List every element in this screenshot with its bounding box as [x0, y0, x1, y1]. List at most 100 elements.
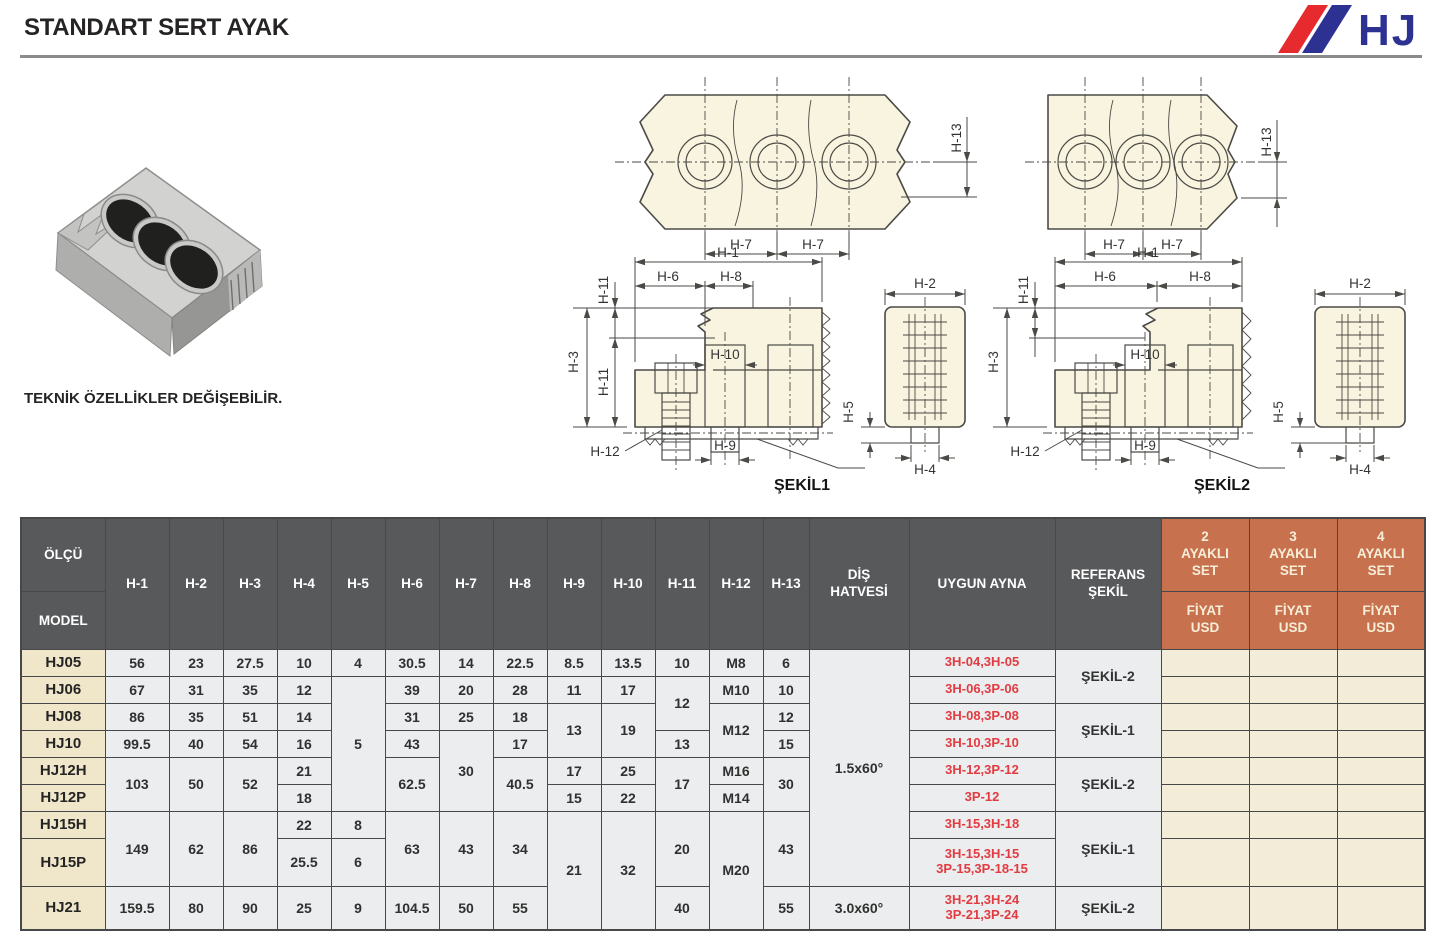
chuck-cell: 3H-12,3P-12: [908, 756, 1056, 785]
price-cell: [1160, 756, 1250, 785]
price-cell: [1248, 837, 1338, 887]
table-cell: 8.5: [546, 648, 602, 677]
table-cell: 30: [762, 756, 810, 812]
table-cell: 40: [654, 885, 710, 931]
table-cell: 23: [168, 648, 224, 677]
price-cell: [1248, 675, 1338, 704]
table-cell: 12: [276, 675, 332, 704]
price-cell: [1336, 885, 1426, 931]
table-cell: 15: [546, 783, 602, 812]
price-cell: [1248, 885, 1338, 931]
dim-label-h7: H-7: [1161, 237, 1183, 252]
price-cell: [1160, 675, 1250, 704]
table-cell: 8: [330, 810, 386, 839]
dim-label-h2: H-2: [914, 276, 936, 291]
table-cell: 27.5: [222, 648, 278, 677]
header-price3: FİYAT USD: [1248, 590, 1338, 650]
table-cell: 25: [438, 702, 494, 731]
header-set2: 2 AYAKLI SET: [1160, 517, 1250, 592]
header-divider: [20, 55, 1422, 58]
table-cell: 30.5: [384, 648, 440, 677]
table-cell: 50: [168, 756, 224, 812]
dim-label-h11: H-11: [596, 368, 611, 396]
dim-label-h7: H-7: [1103, 237, 1125, 252]
table-cell: 35: [222, 675, 278, 704]
table-cell: 51: [222, 702, 278, 731]
technical-drawing-figure2: H-7 H-7 H-13 H-1 H-6 H-8: [986, 77, 1406, 494]
table-cell: 11: [546, 675, 602, 704]
price-cell: [1160, 648, 1250, 677]
chuck-cell: 3H-21,3H-24 3P-21,3P-24: [908, 885, 1056, 931]
table-cell: 21: [276, 756, 332, 785]
dim-label-h4: H-4: [1349, 462, 1371, 477]
dim-label-h7: H-7: [802, 237, 824, 252]
header-h13: H-13: [762, 517, 810, 650]
dim-label-h8: H-8: [1189, 269, 1211, 284]
table-cell: 28: [492, 675, 548, 704]
logo-text: HJ: [1358, 6, 1418, 55]
spec-table: ÖLÇÜ H-1 H-2 H-3 H-4 H-5 H-6 H-7 H-8 H-9…: [20, 517, 1426, 931]
table-cell: M14: [708, 783, 764, 812]
ref-figure-cell: ŞEKİL-2: [1054, 756, 1162, 812]
dim-label-h9: H-9: [714, 438, 736, 453]
logo-blue-slash-icon: [1302, 5, 1352, 53]
dim-label-h11: H-11: [1016, 276, 1031, 304]
price-cell: [1248, 648, 1338, 677]
model-cell: HJ12H: [20, 756, 106, 785]
serration-face: [228, 250, 262, 312]
table-cell: 159.5: [104, 885, 170, 931]
price-cell: [1248, 756, 1338, 785]
table-cell: 14: [438, 648, 494, 677]
header-ref: REFERANS ŞEKİL: [1054, 517, 1162, 650]
header-price4: FİYAT USD: [1336, 590, 1426, 650]
header-h7: H-7: [438, 517, 494, 650]
price-cell: [1248, 783, 1338, 812]
table-cell: 19: [600, 702, 656, 758]
model-cell: HJ21: [20, 885, 106, 931]
table-cell: 86: [222, 810, 278, 887]
table-cell: 56: [104, 648, 170, 677]
price-cell: [1336, 756, 1426, 785]
price-cell: [1160, 885, 1250, 931]
price-cell: [1336, 675, 1426, 704]
model-cell: HJ12P: [20, 783, 106, 812]
table-cell: M12: [708, 702, 764, 758]
table-row: HJ12H 103 50 52 21 62.5 40.5 17 25 17 M1…: [20, 756, 1426, 812]
table-cell: 25: [276, 885, 332, 931]
table-cell: 90: [222, 885, 278, 931]
table-cell: 13: [654, 729, 710, 758]
table-cell: 5: [330, 675, 386, 812]
table-cell: 62.5: [384, 756, 440, 812]
table-cell: M8: [708, 648, 764, 677]
table-cell: 55: [492, 885, 548, 931]
table-cell: 54: [222, 729, 278, 758]
dim-label-h4: H-4: [914, 462, 936, 477]
price-cell: [1336, 837, 1426, 887]
table-cell: 104.5: [384, 885, 440, 931]
header-price2: FİYAT USD: [1160, 590, 1250, 650]
table-cell: 18: [492, 702, 548, 731]
header-h5: H-5: [330, 517, 386, 650]
dim-label-h13: H-13: [1259, 127, 1274, 156]
table-cell: 32: [600, 810, 656, 931]
table-cell: M20: [708, 810, 764, 931]
dim-label-h8: H-8: [720, 269, 742, 284]
dim-label-h13: H-13: [949, 123, 964, 152]
table-cell: 22: [276, 810, 332, 839]
chuck-cell: 3H-06,3P-06: [908, 675, 1056, 704]
table-cell: 22: [600, 783, 656, 812]
logo-red-slash-icon: [1278, 5, 1328, 53]
table-cell: 21: [546, 810, 602, 931]
table-cell: 10: [762, 675, 810, 704]
ref-figure-cell: ŞEKİL-2: [1054, 648, 1162, 704]
price-cell: [1160, 783, 1250, 812]
table-cell: 103: [104, 756, 170, 812]
model-cell: HJ05: [20, 648, 106, 677]
table-cell: 17: [492, 729, 548, 758]
table-cell: 13: [546, 702, 602, 758]
price-cell: [1336, 648, 1426, 677]
figure1-label: ŞEKİL1: [774, 476, 830, 494]
header-h1: H-1: [104, 517, 170, 650]
model-cell: HJ15H: [20, 810, 106, 839]
price-cell: [1336, 729, 1426, 758]
